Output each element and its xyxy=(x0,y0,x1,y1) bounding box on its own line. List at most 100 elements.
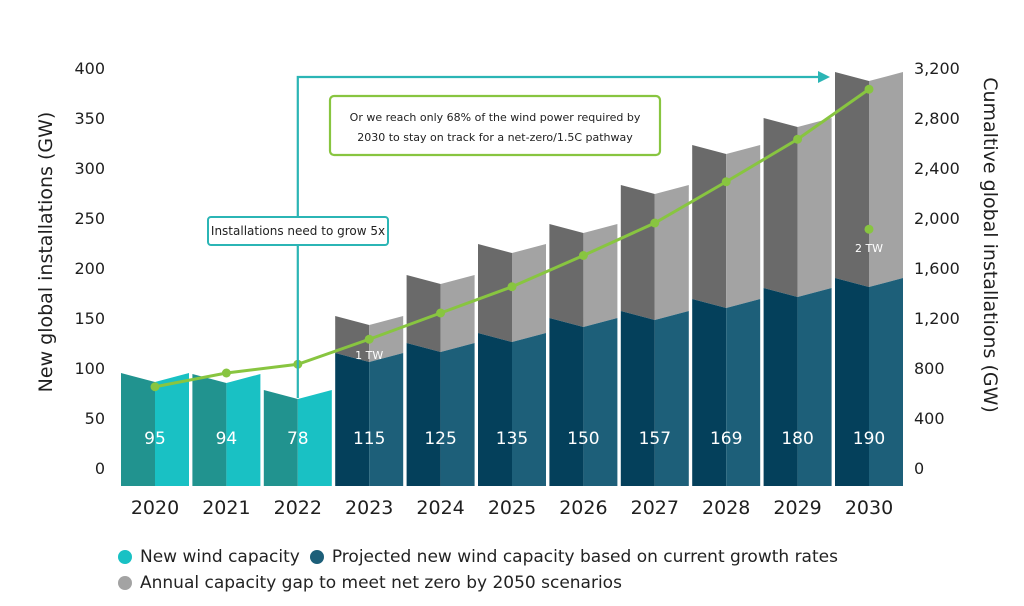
left-tick-label: 400 xyxy=(74,59,105,78)
bar-projected-left xyxy=(549,318,584,486)
bar-value-label: 95 xyxy=(144,429,166,449)
x-tick-label: 2025 xyxy=(488,497,536,519)
cumulative-point xyxy=(793,134,803,144)
cumulative-point xyxy=(650,218,660,228)
bar-value-label: 157 xyxy=(639,429,671,449)
x-tick-label: 2030 xyxy=(845,497,893,519)
bar-projected-left xyxy=(692,299,727,486)
right-tick-label: 2,800 xyxy=(914,109,960,128)
bar-projected-right xyxy=(797,288,832,486)
cumulative-point xyxy=(436,308,446,318)
legend-item-gap: Annual capacity gap to meet net zero by … xyxy=(118,570,622,596)
right-tick-label: 0 xyxy=(914,459,924,478)
bars-group: 95 94 78 115 125 135 150 157 169 180 190 xyxy=(121,72,903,486)
bar-projected-left xyxy=(478,333,512,486)
legend-row-1: New wind capacity Projected new wind cap… xyxy=(118,544,848,570)
bar-gap-right xyxy=(512,244,546,342)
bar-projected-left xyxy=(335,353,370,486)
tw-marker-point xyxy=(864,224,874,234)
right-tick-label: 1,200 xyxy=(914,309,960,328)
bar-projected-left xyxy=(620,311,655,486)
legend: New wind capacity Projected new wind cap… xyxy=(118,544,848,596)
legend-row-2: Annual capacity gap to meet net zero by … xyxy=(118,570,848,596)
bar-value-label: 169 xyxy=(710,429,742,449)
legend-label-new: New wind capacity xyxy=(140,547,300,567)
bar-value-label: 78 xyxy=(287,429,309,449)
tw-marker-1: 1 TW xyxy=(355,349,383,362)
bar-2027: 157 xyxy=(620,185,689,486)
bar-value-label: 135 xyxy=(496,429,528,449)
legend-label-projected: Projected new wind capacity based on cur… xyxy=(331,547,838,567)
bar-value-label: 115 xyxy=(353,429,385,449)
right-tick-label: 2,400 xyxy=(914,159,960,178)
left-tick-label: 0 xyxy=(95,459,105,478)
legend-item-projected: Projected new wind capacity based on cur… xyxy=(309,544,838,570)
right-tick-label: 400 xyxy=(914,409,945,428)
bar-actual-left xyxy=(263,390,298,486)
right-axis-title: Cumaltive global installations (GW) xyxy=(979,77,1001,413)
left-tick-label: 250 xyxy=(74,209,105,228)
bar-projected-right xyxy=(869,278,903,486)
bar-gap-left xyxy=(549,224,584,327)
bar-2029: 180 xyxy=(763,118,832,486)
bar-value-label: 150 xyxy=(567,429,599,449)
legend-swatch-projected xyxy=(309,550,324,564)
x-tick-label: 2023 xyxy=(345,497,393,519)
bar-projected-left xyxy=(406,343,441,486)
left-tick-label: 200 xyxy=(74,259,105,278)
x-tick-label: 2027 xyxy=(631,497,679,519)
x-tick-label: 2028 xyxy=(702,497,750,519)
right-tick-label: 800 xyxy=(914,359,945,378)
callout-reach-line2: 2030 to stay on track for a net-zero/1.5… xyxy=(357,131,633,144)
bar-value-label: 180 xyxy=(781,429,813,449)
bar-projected-left xyxy=(835,278,869,486)
cumulative-point xyxy=(150,382,160,392)
cumulative-point xyxy=(507,282,517,292)
bar-gap-left xyxy=(335,316,370,362)
callout-reach-line1: Or we reach only 68% of the wind power r… xyxy=(350,111,641,124)
bar-gap-right xyxy=(726,145,761,308)
left-tick-label: 150 xyxy=(74,309,105,328)
bar-2025: 135 xyxy=(478,244,546,486)
bar-gap-left xyxy=(835,72,869,287)
bar-gap-right xyxy=(440,275,475,352)
bar-2021: 94 xyxy=(192,374,261,486)
bar-value-label: 190 xyxy=(853,429,885,449)
right-axis-ticks: 0 400 800 1,200 1,600 2,000 2,400 2,800 3,200 xyxy=(914,59,960,478)
tw-marker-2: 2 TW xyxy=(855,242,883,255)
bar-2023: 115 xyxy=(335,316,404,486)
bar-2030: 190 xyxy=(835,72,903,486)
bar-gap-right xyxy=(369,316,404,362)
left-tick-label: 350 xyxy=(74,109,105,128)
callout-reach: Or we reach only 68% of the wind power r… xyxy=(328,94,662,157)
bar-2022: 78 xyxy=(263,390,332,486)
bar-value-label: 94 xyxy=(216,429,238,449)
cumulative-point xyxy=(721,177,731,187)
cumulative-point xyxy=(364,334,374,344)
bar-actual-right xyxy=(297,390,332,486)
cumulative-point xyxy=(578,251,588,260)
legend-swatch-gap xyxy=(118,576,132,590)
left-axis-ticks: 0 50 100 150 200 250 300 350 400 xyxy=(74,59,105,478)
bar-gap-right xyxy=(869,72,903,287)
right-tick-label: 1,600 xyxy=(914,259,960,278)
bar-2024: 125 xyxy=(406,275,475,486)
legend-swatch-new xyxy=(118,550,132,564)
bar-gap-left xyxy=(406,275,441,352)
growth-arrow xyxy=(296,71,830,398)
bar-gap-right xyxy=(583,224,618,327)
bar-projected-left xyxy=(763,288,798,486)
bar-projected-right xyxy=(726,299,761,486)
left-tick-label: 300 xyxy=(74,159,105,178)
cumulative-point xyxy=(221,368,231,378)
bar-gap-right xyxy=(797,118,832,297)
callout-grow-text: Installations need to grow 5x xyxy=(211,224,385,238)
cumulative-line-group xyxy=(150,84,874,392)
callout-grow: Installations need to grow 5x xyxy=(207,216,389,246)
bar-projected-right xyxy=(512,333,546,486)
bar-value-label: 125 xyxy=(424,429,456,449)
bar-2020: 95 xyxy=(121,373,189,486)
x-tick-label: 2020 xyxy=(131,497,179,519)
bar-gap-left xyxy=(620,185,655,320)
